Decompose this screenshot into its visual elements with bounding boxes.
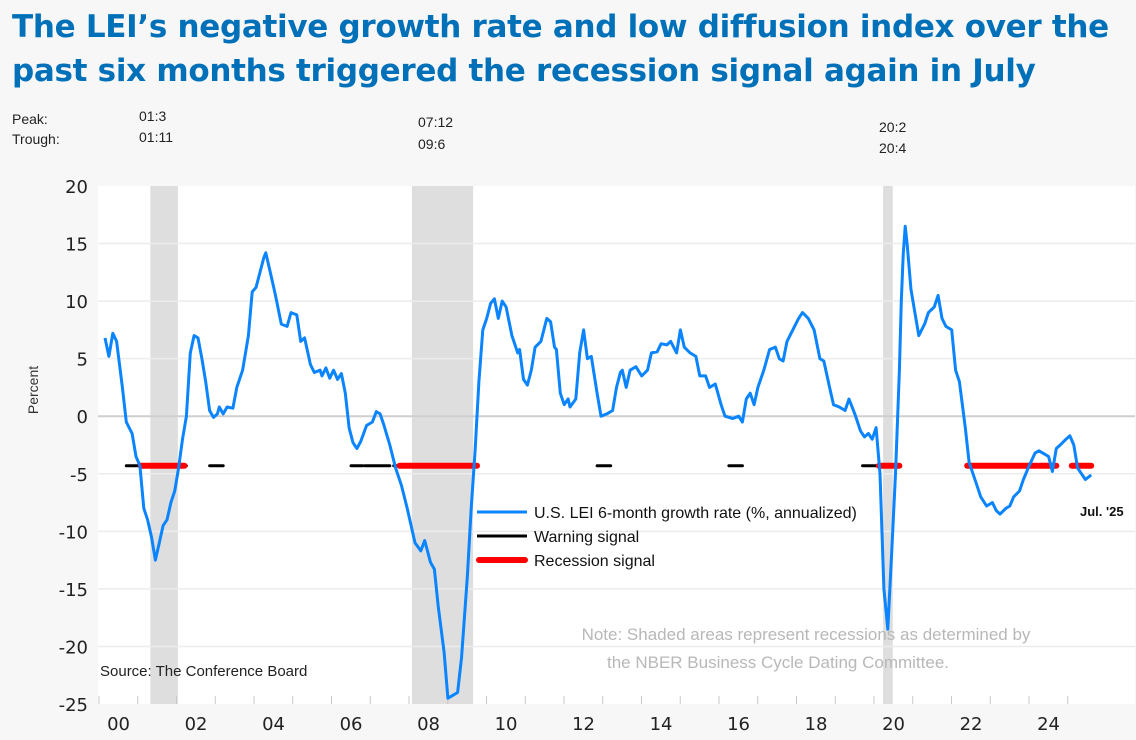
recession-3-peak: 20:2 [879,119,907,135]
x-tick-label: 18 [805,714,828,735]
x-axis-tick-labels: 00 02 04 06 08 10 12 14 16 18 20 22 24 [107,714,1060,735]
x-tick-label: 10 [495,714,518,735]
source-note: Source: The Conference Board [100,663,307,680]
shading-note-line-2: the NBER Business Cycle Dating Committee… [607,653,949,672]
x-tick-label: 06 [340,714,363,735]
chart-title: The LEI’s negative growth rate and low d… [12,4,1136,94]
peak-label: Peak: [12,111,48,127]
lei-growth-line [103,224,1093,700]
legend: U.S. LEI 6-month growth rate (%, annuali… [476,505,857,570]
y-axis-label: Percent [25,366,41,414]
y-axis-tick-labels: 20 15 10 5 0 -5 -10 -15 -20 -25 [59,177,88,716]
trough-label: Trough: [12,131,60,147]
chart-title-line-2: past six months triggered the recession … [12,53,1036,89]
x-tick-label: 08 [417,714,440,735]
recession-shade [150,186,178,704]
latest-date-label: Jul. '25 [1080,504,1124,519]
y-tick-label: -10 [59,522,88,543]
x-axis-band [0,704,1136,740]
recession-shade [883,186,893,704]
legend-label-recession: Recession signal [534,553,655,570]
chart-title-line-1: The LEI’s negative growth rate and low d… [12,9,1109,45]
y-tick-label: 10 [65,292,88,313]
y-tick-label: -5 [70,465,88,486]
y-tick-label: 0 [77,407,88,428]
legend-label-lei: U.S. LEI 6-month growth rate (%, annuali… [534,505,857,522]
x-tick-label: 02 [185,714,208,735]
y-tick-label: 20 [65,177,88,198]
y-tick-label: -20 [59,637,88,658]
x-tick-label: 04 [262,714,285,735]
shading-note-line-1: Note: Shaded areas represent recessions … [582,625,1031,644]
y-tick-label: -25 [59,695,88,716]
recession-2-trough: 09:6 [418,136,446,152]
recession-2-peak: 07:12 [418,114,454,130]
gridlines [98,242,1135,648]
x-tick-label: 00 [107,714,130,735]
y-tick-label: -15 [59,580,88,601]
legend-label-warning: Warning signal [534,529,639,546]
x-tick-label: 16 [727,714,750,735]
recession-shading-group [150,186,893,704]
x-axis-ticks [0,696,1136,740]
recession-1-peak: 01:3 [139,108,167,124]
x-tick-label: 20 [882,714,905,735]
x-tick-label: 24 [1037,714,1060,735]
x-tick-label: 12 [572,714,595,735]
recession-1-trough: 01:11 [139,129,173,145]
x-tick-label: 14 [650,714,673,735]
y-tick-label: 5 [77,350,88,371]
x-tick-label: 22 [960,714,983,735]
recession-3-trough: 20:4 [879,140,907,156]
y-tick-label: 15 [65,235,88,256]
